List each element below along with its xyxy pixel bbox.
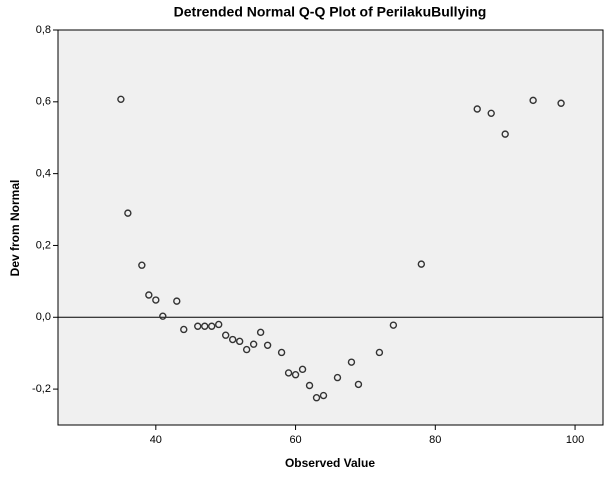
point xyxy=(284,369,293,377)
point xyxy=(208,322,216,330)
y-tick-label: 0,8 xyxy=(36,24,51,36)
point xyxy=(173,297,181,305)
point xyxy=(180,325,188,334)
point xyxy=(256,328,265,337)
point xyxy=(249,340,258,348)
point xyxy=(159,312,167,320)
x-axis-label: Observed Value xyxy=(285,456,375,470)
point xyxy=(277,348,286,357)
point xyxy=(117,95,125,104)
point xyxy=(354,380,363,389)
chart-title: Detrended Normal Q-Q Plot of PerilakuBul… xyxy=(174,4,487,20)
point xyxy=(235,337,244,346)
point xyxy=(298,365,307,374)
point xyxy=(228,335,237,344)
point xyxy=(221,331,230,339)
point xyxy=(215,320,223,329)
point xyxy=(557,99,565,107)
point xyxy=(347,358,356,366)
point xyxy=(263,341,272,349)
y-tick-label: 0,4 xyxy=(36,168,51,180)
point xyxy=(319,391,328,400)
plot-area xyxy=(57,29,604,426)
x-tick-label: 40 xyxy=(150,434,162,446)
y-tick-label: 0,2 xyxy=(36,239,51,251)
point xyxy=(242,345,251,354)
point xyxy=(145,291,153,299)
point xyxy=(312,394,321,402)
y-axis-label: Dev from Normal xyxy=(8,180,22,277)
point xyxy=(529,96,537,105)
point xyxy=(375,348,384,357)
point xyxy=(333,373,342,382)
y-tick-label: 0,6 xyxy=(36,96,51,108)
point xyxy=(291,371,300,379)
y-tick-label: -0,2 xyxy=(32,383,51,395)
point xyxy=(138,261,146,269)
y-tick-label: 0,0 xyxy=(36,311,51,323)
x-tick-label: 60 xyxy=(289,434,301,446)
point xyxy=(305,381,314,390)
point xyxy=(124,209,132,217)
point xyxy=(501,130,509,138)
point xyxy=(487,109,495,118)
point xyxy=(389,321,398,329)
point xyxy=(417,260,426,268)
point xyxy=(152,296,160,304)
point xyxy=(194,322,202,330)
x-tick-label: 80 xyxy=(429,434,441,446)
point xyxy=(473,105,481,113)
x-tick-label: 100 xyxy=(566,434,584,446)
point xyxy=(201,322,209,330)
